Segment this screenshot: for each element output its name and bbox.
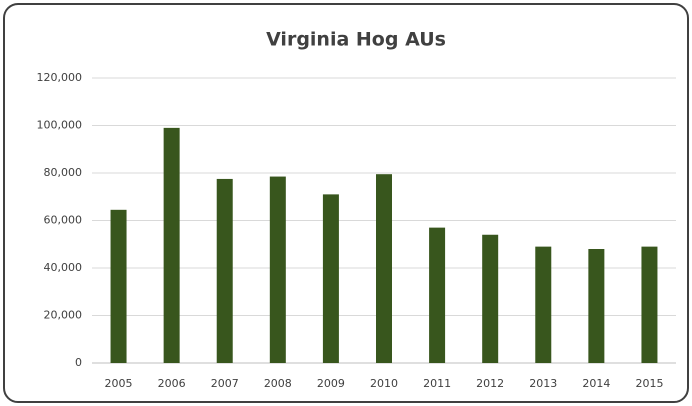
x-tick-label: 2009 — [317, 377, 345, 390]
bar — [322, 194, 339, 363]
x-tick-label: 2005 — [105, 377, 133, 390]
chart-frame — [3, 3, 689, 403]
y-tick-label: 120,000 — [37, 71, 83, 84]
bar — [110, 209, 127, 363]
x-tick-label: 2015 — [635, 377, 663, 390]
x-tick-label: 2011 — [423, 377, 451, 390]
bar — [641, 246, 658, 363]
bar — [376, 174, 392, 363]
bar — [588, 249, 605, 363]
x-tick-label: 2014 — [582, 377, 610, 390]
x-tick-label: 2010 — [370, 377, 398, 390]
x-tick-label: 2008 — [264, 377, 292, 390]
y-tick-label: 40,000 — [44, 261, 83, 274]
bar — [429, 227, 446, 363]
y-tick-label: 0 — [75, 356, 82, 369]
y-tick-label: 20,000 — [44, 309, 83, 322]
bar — [216, 178, 233, 363]
x-tick-label: 2013 — [529, 377, 557, 390]
bar — [269, 176, 286, 363]
y-tick-label: 100,000 — [37, 119, 83, 132]
y-tick-label: 80,000 — [44, 166, 83, 179]
chart-title: Virginia Hog AUs — [266, 29, 446, 51]
x-tick-label: 2012 — [476, 377, 504, 390]
x-tick-label: 2006 — [158, 377, 186, 390]
bar — [163, 127, 180, 363]
x-tick-label: 2007 — [211, 377, 239, 390]
bar — [482, 234, 499, 363]
y-tick-label: 60,000 — [44, 214, 83, 227]
bar — [535, 246, 552, 363]
